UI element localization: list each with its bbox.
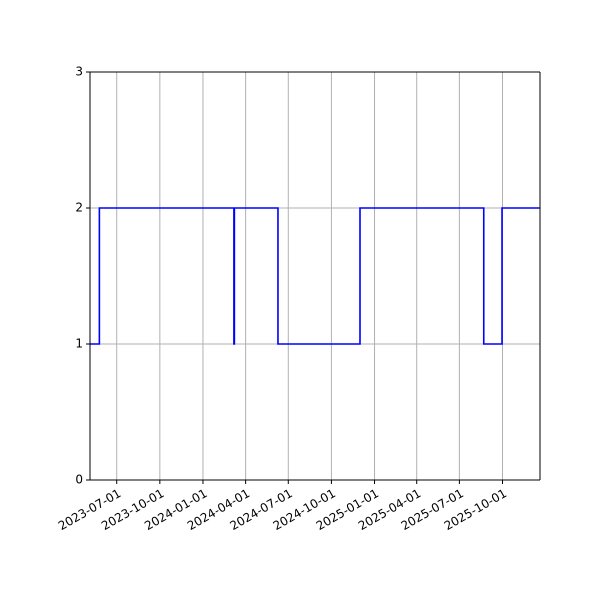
axes-layer — [89, 71, 541, 481]
series-line-1 — [90, 207, 540, 345]
y-tick-label: 0 — [75, 473, 83, 487]
y-tick-label: 2 — [75, 201, 83, 215]
y-tick-label: 1 — [75, 337, 83, 351]
series-layer — [90, 207, 540, 345]
y-tick-label: 3 — [75, 65, 83, 79]
